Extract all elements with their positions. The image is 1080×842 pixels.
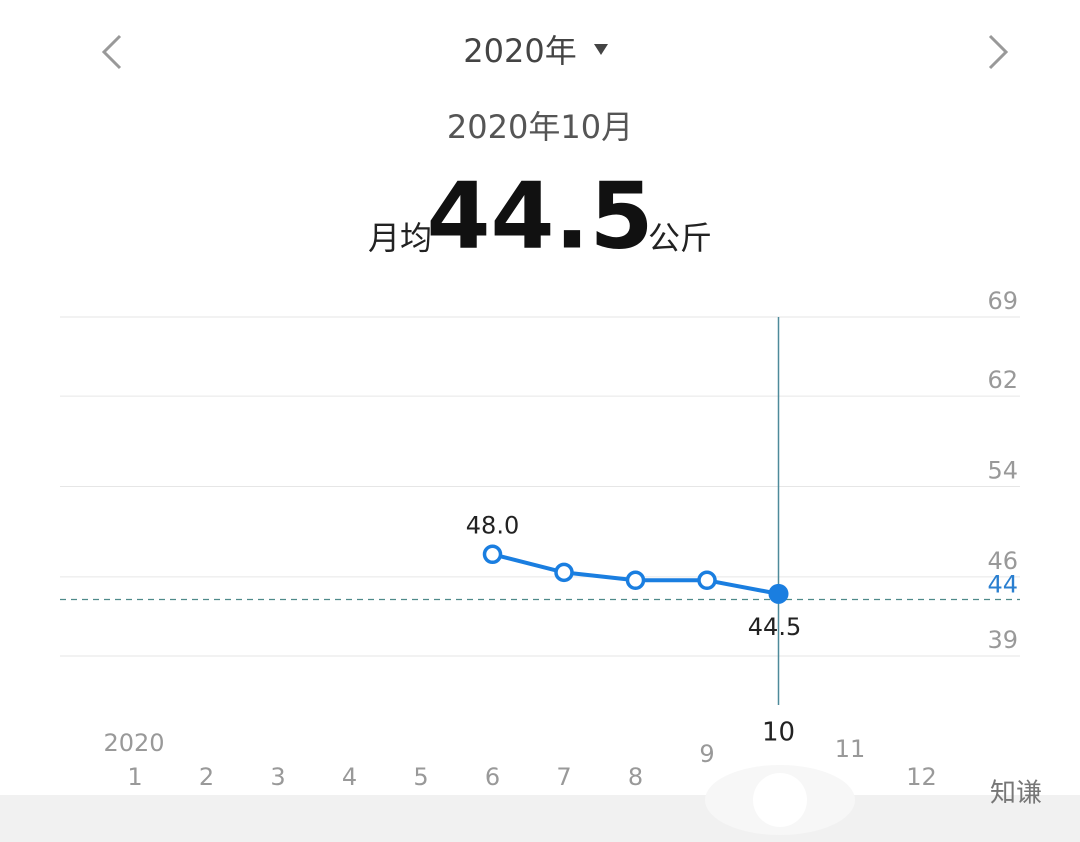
year-selector[interactable]: 2020年 xyxy=(463,32,576,70)
x-tick-label: 2 xyxy=(199,763,214,791)
value-label: 44.5 xyxy=(748,613,801,641)
x-tick-label: 8 xyxy=(628,763,643,791)
point xyxy=(554,562,574,583)
x-tick-label: 5 xyxy=(413,763,428,791)
x-tick-label: 9 xyxy=(699,740,714,768)
x-tick-label: 11 xyxy=(835,735,866,763)
avg-label: 月均 xyxy=(368,219,432,257)
wheel-knob[interactable] xyxy=(753,773,807,827)
year-label: 2020 xyxy=(103,729,164,757)
dropdown-icon[interactable] xyxy=(594,44,608,55)
x-tick-label: 10 xyxy=(762,718,795,748)
point xyxy=(697,570,717,591)
avg-unit: 公斤 xyxy=(648,219,712,257)
x-tick-label: 12 xyxy=(906,763,937,791)
x-tick-label: 4 xyxy=(342,763,357,791)
period: 2020年10月 xyxy=(447,108,633,146)
prev-button[interactable] xyxy=(101,34,122,70)
x-tick-label: 6 xyxy=(485,763,500,791)
y-tick-label: 39 xyxy=(987,626,1018,654)
value-label: 48.0 xyxy=(466,511,519,539)
x-tick-label: 7 xyxy=(556,763,571,791)
bottom-band xyxy=(0,795,1080,842)
reference-label: 44 xyxy=(987,571,1018,599)
y-tick-label: 69 xyxy=(987,287,1018,315)
y-tick-label: 62 xyxy=(987,366,1018,394)
y-tick-label: 46 xyxy=(987,547,1018,575)
x-tick-label: 3 xyxy=(270,763,285,791)
y-tick-label: 54 xyxy=(987,457,1018,485)
next-button[interactable] xyxy=(988,34,1009,70)
point xyxy=(482,544,503,565)
watermark: 知谦 xyxy=(990,779,1042,809)
x-tick-label: 1 xyxy=(127,763,142,791)
avg-value: 44.5 xyxy=(427,162,654,269)
point xyxy=(768,583,789,604)
point xyxy=(625,570,646,591)
